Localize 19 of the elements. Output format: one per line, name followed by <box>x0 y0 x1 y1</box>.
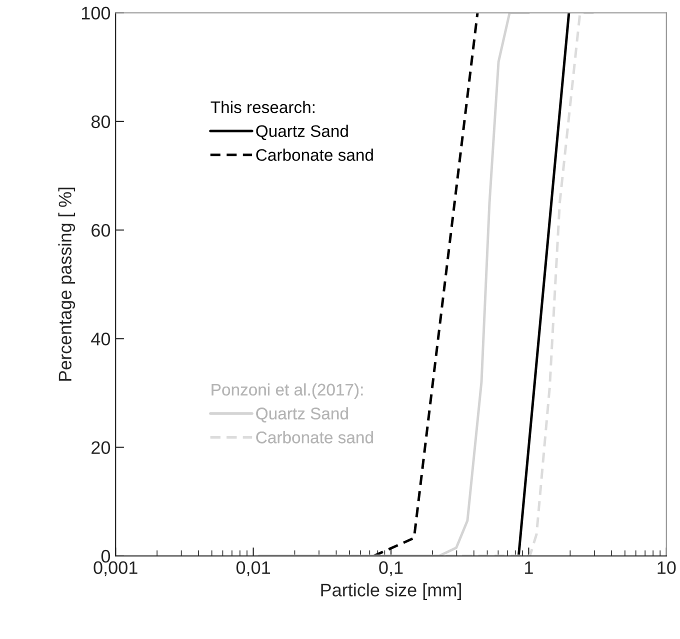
y-tick-label: 80 <box>91 115 110 128</box>
y-axis-title: Percentage passing [ %] <box>58 188 76 381</box>
x-axis-title: Particle size [mm] <box>321 583 461 600</box>
y-tick-label: 20 <box>92 441 110 454</box>
y-tick-label: 100 <box>82 6 110 20</box>
x-tick-label: 0,01 <box>236 561 270 576</box>
legend-label: Quartz Sand <box>256 124 348 140</box>
x-tick-label: 0,001 <box>94 561 138 576</box>
y-tick-label: 60 <box>92 224 110 237</box>
x-tick-label: 10 <box>658 561 676 574</box>
y-tick-label: 40 <box>91 332 110 346</box>
annotation: Ponzoni et al.(2017): <box>212 383 363 399</box>
y-tick-label: 0 <box>101 550 110 563</box>
legend-label: Carbonate sand <box>256 431 373 444</box>
x-tick-label: 1 <box>525 561 533 574</box>
annotation: This research: <box>210 100 314 114</box>
legend-label: Quartz Sand <box>256 407 348 422</box>
x-tick-label: 0,1 <box>379 561 403 576</box>
legend-label: Carbonate sand <box>256 148 373 161</box>
